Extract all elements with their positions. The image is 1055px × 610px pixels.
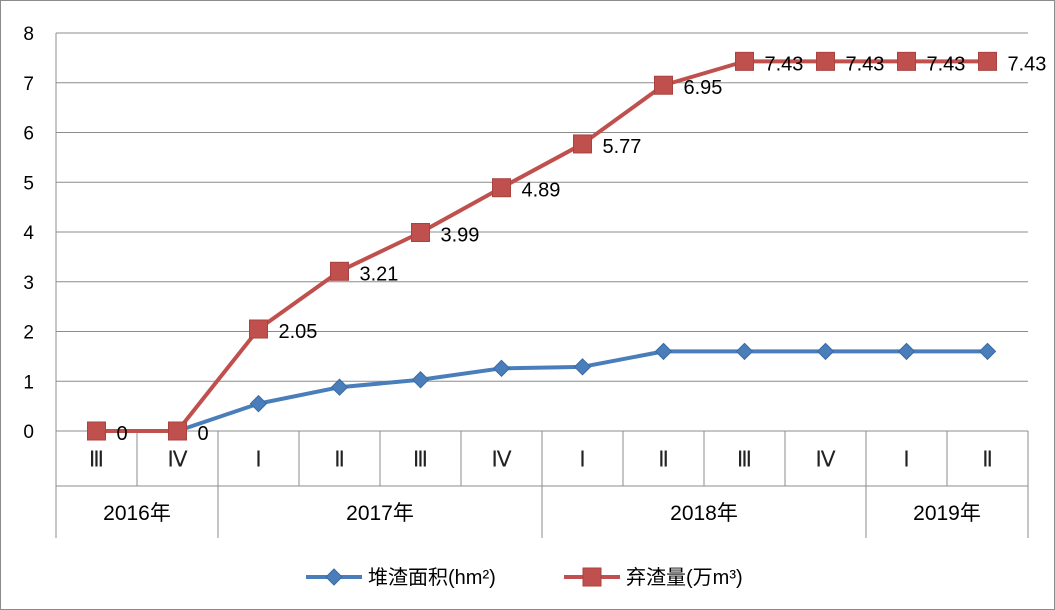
x-tick-label: Ⅳ [815, 447, 836, 472]
data-label: 5.77 [603, 136, 642, 158]
series-1-point [573, 134, 592, 154]
series-line-1 [96, 59, 988, 433]
series-1-point [330, 261, 349, 281]
x-tick-label: Ⅰ [903, 447, 910, 472]
year-group-label: 2016年 [103, 502, 171, 525]
series-0-point [330, 378, 349, 396]
series-1-point [87, 421, 106, 441]
series-0-point [978, 342, 997, 361]
data-label: 3.21 [360, 263, 399, 285]
series-0-point [735, 342, 754, 361]
y-tick-label: 5 [23, 173, 34, 194]
series-0-point [897, 342, 916, 361]
legend-marker-0 [325, 568, 343, 586]
series-0-point [573, 358, 592, 376]
series-1-point [897, 51, 916, 71]
x-tick-label: Ⅱ [982, 447, 993, 472]
series-0-point [816, 342, 835, 361]
y-tick-label: 3 [23, 273, 34, 294]
series-0-point [249, 394, 268, 413]
data-label: 2.05 [279, 321, 318, 343]
legend-marker-1 [582, 567, 602, 587]
data-label: 7.43 [1008, 53, 1047, 75]
data-label: 3.99 [441, 224, 480, 246]
x-tick-label: Ⅳ [491, 447, 512, 472]
x-tick-label: Ⅲ [89, 447, 104, 472]
series-1-point [978, 51, 997, 71]
series-0-point [654, 342, 673, 361]
data-label: 7.43 [927, 53, 966, 75]
series-line-0 [96, 349, 988, 433]
data-label: 4.89 [522, 180, 561, 202]
series-1-point [492, 178, 511, 198]
legend-label: 弃渣量(万m³) [626, 566, 743, 589]
y-tick-label: 7 [23, 74, 34, 95]
series-0-point [492, 359, 511, 378]
y-tick-label: 1 [23, 372, 34, 393]
x-tick-label: Ⅰ [579, 447, 586, 472]
x-tick-label: Ⅲ [737, 447, 752, 472]
legend-label: 堆渣面积(hm²) [368, 566, 496, 589]
data-label: 6.95 [684, 77, 723, 99]
year-group-label: 2019年 [913, 502, 981, 525]
y-tick-label: 0 [23, 422, 34, 443]
x-tick-label: Ⅰ [255, 447, 262, 472]
data-label: 7.43 [846, 53, 885, 75]
y-tick-label: 2 [23, 323, 34, 344]
series-1-point [249, 319, 268, 339]
data-label: 0 [117, 423, 128, 445]
series-0-point [411, 371, 430, 389]
series-1-point [654, 75, 673, 95]
series-1-point [168, 421, 187, 441]
y-tick-label: 8 [23, 24, 34, 45]
x-tick-label: Ⅱ [658, 447, 669, 472]
series-1-point [816, 51, 835, 71]
series-1-point [735, 51, 754, 71]
series-1-point [411, 222, 430, 242]
x-tick-label: Ⅱ [334, 447, 345, 472]
x-tick-label: Ⅳ [167, 447, 188, 472]
x-tick-label: Ⅲ [413, 447, 428, 472]
year-group-label: 2017年 [346, 502, 414, 525]
data-label: 0 [198, 423, 209, 445]
y-tick-label: 4 [23, 223, 34, 244]
year-group-label: 2018年 [670, 502, 738, 525]
y-tick-label: 6 [23, 124, 34, 145]
data-label: 7.43 [765, 53, 804, 75]
